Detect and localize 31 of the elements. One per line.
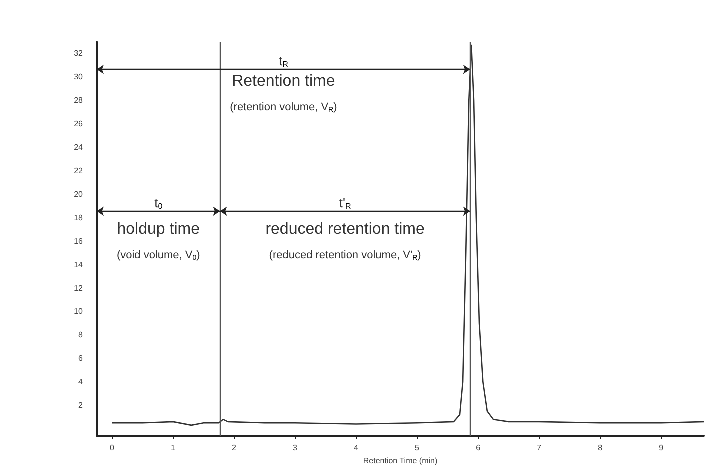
y-tick-label: 12 [74, 284, 84, 293]
x-tick-label: 2 [232, 444, 238, 452]
y-tick-label: 24 [74, 143, 84, 152]
x-tick-label: 5 [415, 444, 420, 452]
x-tick-label: 7 [537, 444, 542, 452]
y-tick-label: 18 [74, 213, 84, 222]
y-tick-label: 10 [74, 307, 84, 316]
x-tick-label: 1 [171, 444, 176, 452]
y-tick-label: 30 [74, 72, 84, 82]
annotation: Retention time [232, 73, 336, 90]
y-tick-label: 26 [74, 120, 84, 129]
y-tick-label: 14 [74, 260, 84, 270]
y-tick-label: 8 [78, 330, 84, 340]
x-tick-label: 3 [293, 444, 298, 452]
x-tick-label: 4 [354, 444, 360, 452]
y-tick-label: 32 [74, 49, 84, 58]
annotation: holdup time [117, 220, 200, 238]
x-tick-label: 8 [598, 444, 604, 452]
x-tick-label: 9 [659, 444, 664, 452]
x-axis-title: Retention Time (min) [363, 456, 438, 466]
annotation: reduced retention time [266, 220, 425, 238]
y-tick-label: 2 [78, 401, 84, 410]
y-tick-label: 20 [74, 190, 84, 199]
x-tick-label: 6 [476, 444, 482, 452]
y-tick-label: 6 [78, 354, 84, 364]
x-tick-label: 0 [110, 444, 116, 452]
y-tick-label: 16 [74, 236, 84, 246]
y-tick-label: 22 [74, 166, 84, 176]
y-tick-label: 28 [74, 96, 84, 106]
y-tick-label: 4 [78, 378, 84, 387]
line-series [112, 44, 705, 426]
